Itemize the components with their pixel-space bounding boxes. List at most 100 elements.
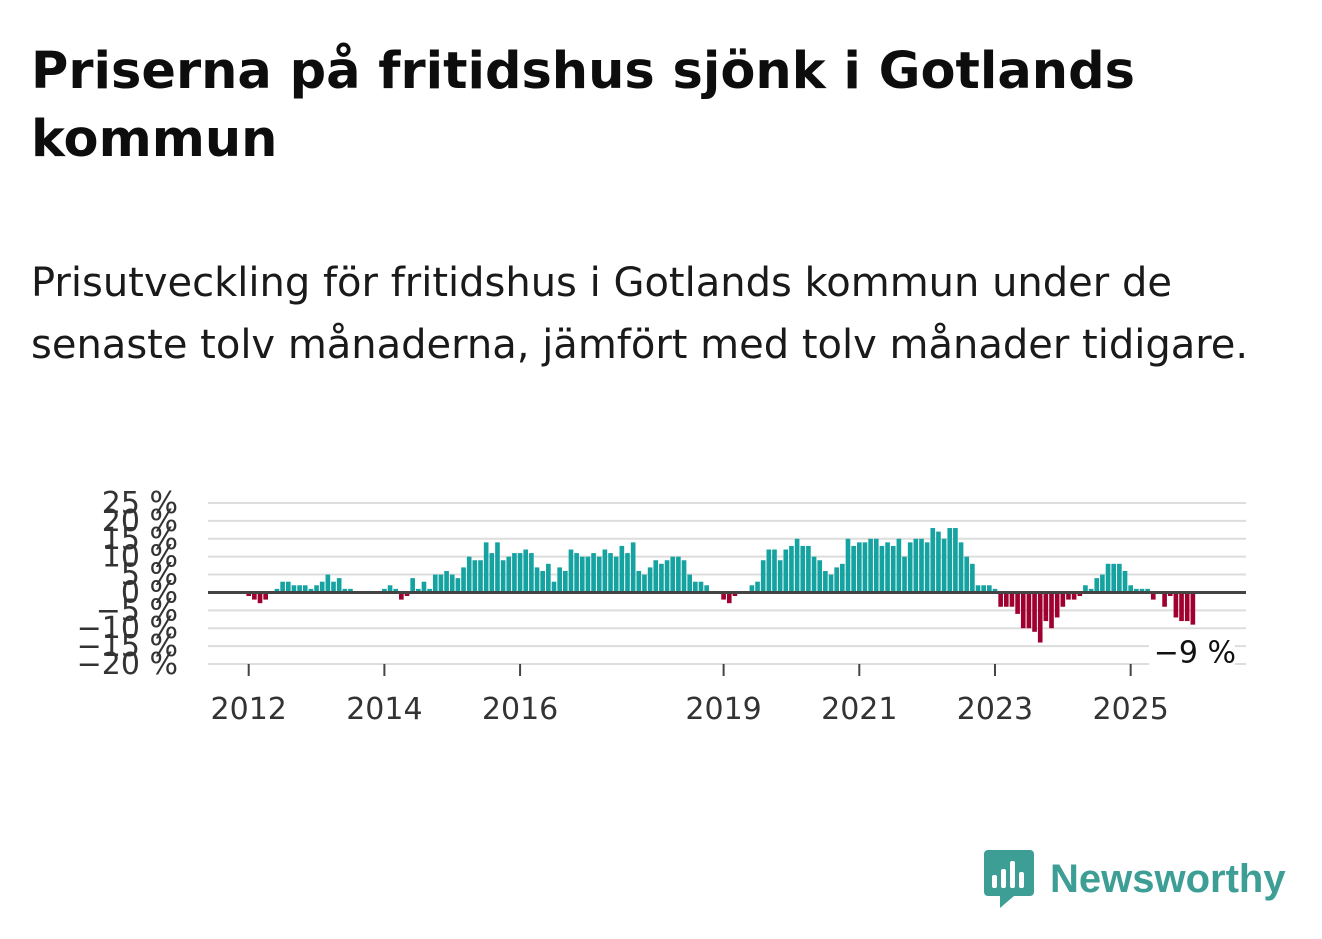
bar (732, 592, 738, 597)
bar (987, 585, 992, 593)
bar (1094, 578, 1100, 593)
bar (399, 592, 404, 600)
bar (817, 560, 823, 593)
labels: 25 %20 %15 %10 %5 %0 %−5 %−10 %−15 %−20 … (77, 486, 1236, 727)
bar (1077, 592, 1083, 597)
y-tick-label: −15 % (77, 629, 178, 664)
bar (534, 567, 540, 593)
bar (331, 581, 336, 593)
grid-lines (208, 502, 1246, 665)
bar (879, 545, 885, 593)
y-tick-label: 25 % (102, 486, 178, 521)
bar (579, 556, 585, 593)
bar (1111, 563, 1117, 593)
bar (263, 592, 268, 600)
bar (416, 588, 421, 593)
bar (336, 578, 342, 593)
axes (208, 590, 1246, 676)
bar (676, 556, 681, 593)
y-tick-label: −5 % (96, 593, 178, 628)
x-tick-label: 2012 (211, 692, 287, 727)
bar (285, 581, 291, 593)
bar (936, 531, 941, 593)
x-tick-label: 2016 (482, 692, 558, 727)
bar (1122, 570, 1128, 593)
newsworthy-logo-icon (984, 850, 1034, 908)
bar (885, 542, 890, 593)
bar (568, 549, 574, 593)
newsworthy-logo[interactable]: Newsworthy (980, 848, 1286, 910)
bar (698, 581, 704, 593)
bar (919, 538, 924, 593)
bar (546, 563, 551, 593)
bar (653, 560, 659, 593)
bar (1037, 592, 1043, 643)
bar (438, 574, 444, 593)
bar-chart: 25 %20 %15 %10 %5 %0 %−5 %−10 %−15 %−20 … (77, 486, 1246, 727)
bar (444, 570, 449, 593)
bar (427, 588, 432, 593)
bar (246, 592, 252, 597)
bar (291, 585, 297, 593)
bar (1009, 592, 1015, 607)
bar (500, 560, 506, 593)
bar (472, 560, 478, 593)
y-tick-label: 20 % (102, 504, 178, 539)
x-tick-label: 2025 (1092, 692, 1168, 727)
bar (670, 556, 676, 593)
bar (1049, 592, 1054, 629)
bar (840, 563, 845, 593)
bar (777, 560, 783, 593)
bar (302, 585, 308, 593)
bar (387, 585, 393, 593)
bar (421, 581, 427, 593)
bar (478, 560, 483, 593)
x-tick-label: 2021 (821, 692, 897, 727)
bar (1167, 592, 1173, 597)
bar (873, 538, 879, 593)
bar (562, 570, 568, 593)
bar (1043, 592, 1049, 622)
bar (308, 588, 314, 593)
bar (1150, 592, 1156, 600)
bar (1117, 563, 1122, 593)
bar (964, 556, 970, 593)
bar (1015, 592, 1020, 614)
bar (902, 556, 907, 593)
bar (455, 578, 461, 593)
last-value-label: −9 % (1154, 636, 1236, 671)
bar (466, 556, 472, 593)
bar (947, 528, 953, 593)
bar (930, 528, 936, 593)
bar (1026, 592, 1032, 629)
bar (704, 585, 709, 593)
bar (659, 563, 664, 593)
bar (851, 545, 856, 593)
bar (896, 538, 902, 593)
bar (274, 588, 280, 593)
bar (404, 592, 410, 597)
bar (483, 542, 489, 593)
bar (1190, 592, 1196, 625)
bar (557, 567, 562, 593)
bar (811, 556, 817, 593)
bar (495, 542, 500, 593)
bar (410, 578, 415, 593)
bar (625, 553, 630, 593)
bar (693, 581, 698, 593)
bar (1088, 588, 1094, 593)
last-value-label-bg (1148, 632, 1235, 669)
bar (953, 528, 958, 593)
bar (721, 592, 726, 600)
bar (828, 574, 834, 593)
bar (1032, 592, 1037, 632)
bar (280, 581, 285, 593)
bar (257, 592, 263, 604)
bar (506, 556, 512, 593)
x-tick-label: 2023 (957, 692, 1033, 727)
bar (517, 553, 523, 593)
y-tick-label: −10 % (77, 611, 178, 646)
bar (1128, 585, 1133, 593)
bar (766, 549, 772, 593)
y-tick-label: −20 % (77, 647, 178, 682)
